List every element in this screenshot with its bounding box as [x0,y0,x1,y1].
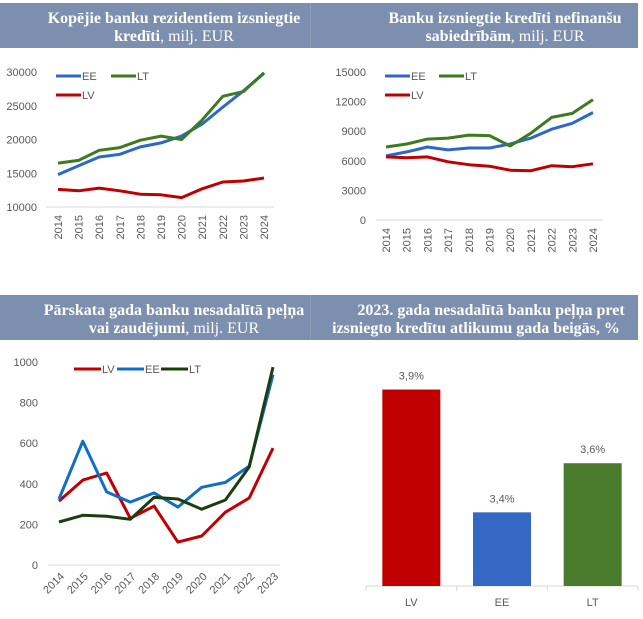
x-tick-label: 2024 [588,228,600,252]
series-line-lt [385,98,594,149]
chart2-title-bold: Banku izsniegtie kredīti nefinanšu sabie… [388,10,622,45]
x-tick-label: 2019 [160,571,186,597]
series-line-ee [385,111,594,158]
y-tick-label: 600 [20,438,38,450]
legend-label-lv: LV [82,90,95,102]
x-tick-label: 2016 [89,571,115,597]
chart1-title: Kopējie banku rezidentiem izsniegtie kre… [0,3,322,48]
x-tick-label: 2014 [53,215,65,239]
y-tick-label: 0 [360,215,366,227]
y-tick-label: 30000 [6,67,37,79]
x-tick-label: 2021 [208,571,234,597]
x-tick-label: 2018 [464,228,476,252]
x-tick-label: 2015 [74,215,86,239]
y-tick-label: 0 [32,560,38,572]
x-tick-label: 2015 [65,571,91,597]
series-line-lv [58,447,275,544]
y-tick-label: 15000 [6,168,37,180]
chart4-title-line1: 2023. gada nesadalītā banku peļņa pret [357,302,625,319]
data-label-ee: 3,4% [489,493,514,505]
x-tick-label: 2018 [136,571,162,597]
data-label-lt: 3,6% [580,444,605,456]
series-line-lv [57,176,265,200]
series-line-ee [57,374,275,509]
y-tick-label: 3000 [342,185,366,197]
x-tick-label: 2015 [402,228,414,252]
y-tick-label: 400 [20,479,38,491]
bar-ee [473,512,531,586]
y-tick-label: 800 [20,398,38,410]
x-tick-label: 2014 [381,228,393,252]
chart2-loans-to-nonfinancial: 0 3000 6000 9000 12000 15000 2014 2015 2016 2017 2… [335,67,603,252]
chart3-title: Pārskata gada banku nesadalītā peļņa vai… [0,295,322,340]
bar-lv [382,389,441,586]
y-tick-label: 15000 [335,67,366,79]
series-line-lt [57,71,266,165]
x-tick-label: 2020 [177,215,189,239]
chart1-loans-to-residents: 10000 15000 20000 25000 30000 2014 2015 2016 201… [6,67,274,239]
bar-lt [563,463,622,586]
x-tick-label: 2024 [259,215,271,239]
x-tick-label: 2014 [41,571,67,597]
x-tick-label: 2022 [547,228,559,252]
y-tick-label: 12000 [335,97,366,109]
x-tick-label: 2020 [184,571,210,597]
header-separator [310,295,311,340]
x-tick-label: 2023 [255,571,281,597]
series-line-ee [57,72,265,176]
x-tick-label: 2021 [526,228,538,252]
x-tick-label: 2023 [238,215,250,239]
y-tick-label: 25000 [6,101,37,113]
x-tick-label: 2018 [135,215,147,239]
series-line-lv [385,155,594,173]
y-tick-label: 1000 [14,357,38,369]
x-tick-label: 2017 [115,215,127,239]
chart1-title-bold: Kopējie banku rezidentiem izsniegtie kre… [47,10,301,45]
x-tick-label: 2022 [232,571,258,597]
x-tick-label: 2020 [505,228,517,252]
x-tick-label: 2022 [218,215,230,239]
x-tick-label: 2017 [113,571,139,597]
chart2-title-rest: , milj. EUR [510,28,585,45]
legend-label-lv: LV [411,90,424,102]
data-label-lv: 3,9% [399,371,424,383]
x-tick-label: LT [587,597,599,609]
x-tick-label: 2023 [567,228,579,252]
chart4-title: 2023. gada nesadalītā banku peļņa pret iz… [322,295,638,340]
chart4-profit-to-loans: 3,9% LV 3,4% EE 3,6% LT [365,371,639,609]
legend-label-lv: LV [102,364,115,376]
x-tick-label: 2016 [94,215,106,239]
x-tick-label: 2019 [485,228,497,252]
chart4-title-line2: izsniegto kredītu atlikumu gada beigās, … [332,320,620,337]
y-tick-label: 10000 [6,202,37,214]
y-tick-label: 6000 [342,156,366,168]
y-tick-label: 20000 [6,135,37,147]
series-line-lt [58,366,275,524]
x-tick-label: 2019 [156,215,168,239]
x-tick-label: 2017 [443,228,455,252]
legend-label-lt: LT [189,364,201,376]
x-tick-label: EE [495,597,510,609]
y-tick-label: 200 [20,519,38,531]
x-tick-label: LV [405,597,418,609]
x-tick-label: 2021 [197,215,209,239]
x-tick-label: 2016 [422,228,434,252]
legend-label-lt: LT [465,71,477,83]
legend-label-ee: EE [82,71,97,83]
header-separator [310,3,311,48]
chart3-title-bold: Pārskata gada banku nesadalītā peļņa vai… [43,302,305,337]
chart1-title-rest: , milj. EUR [160,28,234,45]
legend-label-ee: EE [145,364,160,376]
chart3-retained-profit: 0 200 400 600 800 1000 20142015201620172018201… [14,357,282,597]
legend-label-lt: LT [137,71,149,83]
chart2-title: Banku izsniegtie kredīti nefinanšu sabie… [322,3,638,48]
chart3-title-rest: , milj. EUR [185,320,260,337]
legend-label-ee: EE [411,71,426,83]
y-tick-label: 9000 [342,126,366,138]
